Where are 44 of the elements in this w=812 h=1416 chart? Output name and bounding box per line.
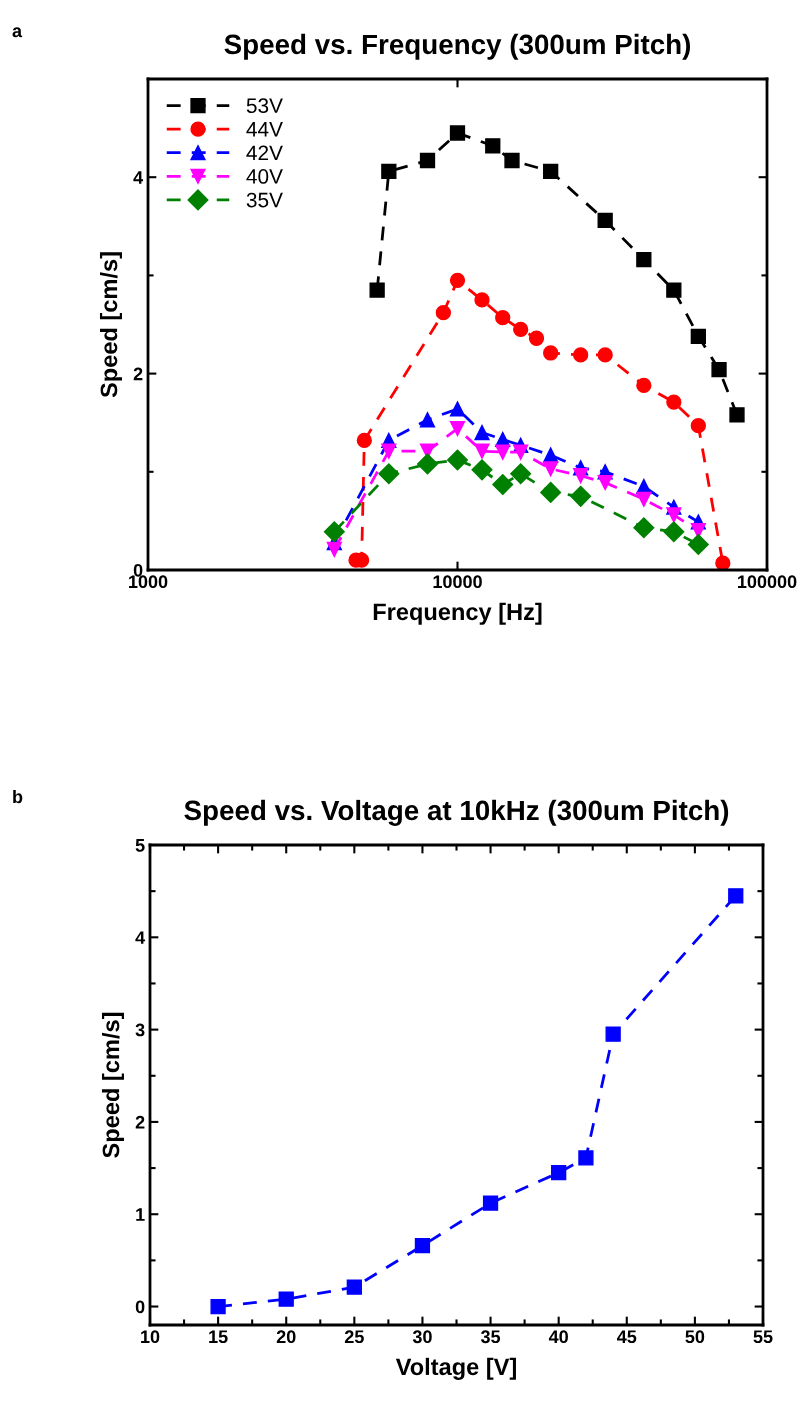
point bbox=[605, 1026, 621, 1042]
y-tick-label: 1 bbox=[136, 1208, 145, 1221]
x-tick-label: 100000 bbox=[738, 575, 797, 589]
x-axis-title: Frequency [Hz] bbox=[373, 602, 542, 625]
y-tick-label: 0 bbox=[133, 563, 143, 577]
point bbox=[728, 888, 744, 904]
point bbox=[278, 1291, 294, 1307]
x-tick-label: 10000 bbox=[433, 575, 482, 589]
y-tick-label: 3 bbox=[135, 1023, 145, 1037]
legend-label: 44V bbox=[246, 122, 283, 137]
y-tick-label: 2 bbox=[133, 367, 143, 381]
x-tick-label: 30 bbox=[412, 1330, 432, 1344]
x-axis-title: Voltage [V] bbox=[395, 1357, 516, 1380]
legend-label: 40V bbox=[246, 169, 283, 184]
point bbox=[414, 1237, 431, 1254]
text: b bbox=[13, 790, 23, 804]
legend-label: 42V bbox=[246, 145, 283, 161]
point bbox=[346, 1279, 362, 1295]
point bbox=[482, 1195, 499, 1211]
x-tick-label: 35 bbox=[480, 1330, 501, 1344]
x-tick-label: 25 bbox=[344, 1330, 364, 1344]
legend-label: 35V bbox=[246, 192, 283, 208]
y-tick-label: 0 bbox=[135, 1300, 145, 1314]
point bbox=[578, 1150, 594, 1166]
y-tick-label: 2 bbox=[135, 1115, 145, 1129]
chart-title: Speed vs. Voltage at 10kHz (300um Pitch) bbox=[184, 799, 729, 826]
x-tick-label: 10 bbox=[141, 1330, 160, 1344]
y-tick-label: 5 bbox=[135, 839, 145, 852]
x-tick-label: 50 bbox=[685, 1330, 705, 1344]
x-tick-label: 15 bbox=[209, 1330, 228, 1344]
point bbox=[551, 1165, 567, 1181]
y-axis-title: Speed [cm/s] bbox=[101, 1012, 124, 1158]
x-tick-label: 45 bbox=[617, 1330, 637, 1344]
x-tick-label: 55 bbox=[753, 1330, 773, 1344]
y-tick-label: 4 bbox=[135, 931, 146, 944]
x-tick-label: 1000 bbox=[129, 575, 168, 589]
y-axis-title: Speed [cm/s] bbox=[99, 252, 122, 398]
point bbox=[210, 1298, 226, 1315]
text: a bbox=[12, 27, 23, 38]
x-tick-label: 20 bbox=[276, 1330, 296, 1344]
chart-title: Speed vs. Frequency (300um Pitch) bbox=[224, 33, 691, 60]
legend-label: 53V bbox=[246, 98, 283, 114]
y-tick-label: 4 bbox=[133, 171, 144, 184]
x-tick-label: 40 bbox=[548, 1330, 568, 1344]
